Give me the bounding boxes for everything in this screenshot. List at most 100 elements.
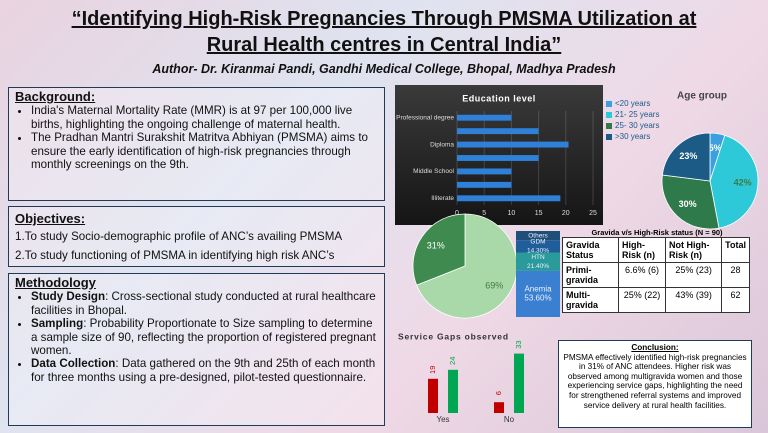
td: 6.6% (6) — [618, 262, 667, 288]
data-label: 69% — [485, 280, 503, 290]
th: Total — [721, 237, 750, 263]
segment-label: HTN — [531, 254, 545, 261]
data-label: 30% — [679, 199, 697, 209]
conclusion: Conclusion: PMSMA effectively identified… — [558, 340, 752, 428]
bullet: Sampling: Probability Proportionate to S… — [31, 317, 378, 357]
legend-swatch — [606, 101, 612, 107]
pie-slice — [661, 174, 720, 230]
y-tick-label: Professional degree — [396, 114, 454, 121]
th: Gravida Status — [562, 237, 620, 263]
bar — [457, 168, 512, 175]
legend-swatch — [606, 123, 612, 129]
data-label: 42% — [734, 177, 752, 187]
data-label: 5% — [709, 143, 722, 153]
objective: 2.To study functioning of PMSMA in ident… — [15, 248, 335, 262]
x-tick-label: 10 — [508, 210, 516, 217]
legend-swatch — [606, 112, 612, 118]
chart-title: Education level — [462, 93, 536, 103]
table: Gravida Status High-Risk (n) Not High-Risk… — [562, 237, 750, 313]
segment-label: Anemia — [524, 285, 552, 294]
data-label: 6 — [494, 391, 503, 395]
td: Primi-gravida — [562, 262, 620, 288]
objective: 1.To study Socio-demographic profile of … — [15, 230, 343, 244]
bar — [457, 141, 569, 148]
x-tick-label: 20 — [562, 210, 570, 217]
author: Author- Dr. Kiranmai Pandi, Gandhi Medic… — [152, 62, 616, 76]
bar — [457, 114, 512, 121]
segment-label: GDM — [530, 239, 545, 246]
y-tick-label: Diploma — [430, 141, 454, 148]
section-heading: Methodology — [15, 275, 96, 290]
td: 62 — [721, 287, 750, 313]
data-label: 23% — [679, 151, 697, 161]
title-line: “Identifying High-Risk Pregnancies Throu… — [71, 8, 697, 30]
bar — [457, 155, 539, 161]
td: 43% (39) — [665, 287, 723, 313]
methodology-section: Methodology Study Design: Cross-sectiona… — [8, 273, 385, 426]
background-section: Background: India's Maternal Mortality R… — [8, 87, 385, 201]
td: 25% (23) — [665, 262, 723, 288]
x-tick-label: No — [504, 415, 515, 424]
bar-segment — [516, 270, 560, 317]
bar — [428, 378, 438, 413]
service-gaps-chart: Service Gaps observed Yes 19 24 No 6 33 — [398, 331, 524, 424]
data-label: 19 — [428, 366, 437, 374]
bullet-label: Study Design — [31, 290, 106, 304]
bar — [494, 402, 504, 413]
x-tick-label: 0 — [455, 210, 459, 217]
poster-title: “Identifying High-Risk Pregnancies Throu… — [0, 6, 768, 58]
bullet-label: Sampling — [31, 317, 84, 331]
bar — [514, 353, 524, 413]
legend-label: >30 years — [615, 132, 650, 141]
pie-slice — [661, 132, 711, 182]
x-tick-label: 15 — [535, 210, 543, 217]
x-tick-label: 25 — [589, 210, 597, 217]
bar — [457, 195, 561, 202]
bullet-text: : Cross-sectional study conducted at rur… — [31, 290, 376, 317]
x-tick-label: 5 — [482, 210, 486, 217]
risk-pie: 69% 31% — [412, 213, 518, 319]
chart-title: Age group — [677, 91, 727, 102]
legend-swatch — [606, 134, 612, 140]
bar — [457, 128, 539, 135]
gravida-table: Gravida v/s High-Risk status (N = 90) Gr… — [562, 228, 752, 340]
pie-slice — [412, 213, 466, 286]
title-line: Rural Health centres in Central India” — [206, 34, 562, 56]
bullet-text: : Probability Proportionate to Size samp… — [31, 317, 376, 358]
bar-segment — [516, 252, 560, 271]
conclusion-heading: Conclusion: — [631, 343, 679, 352]
data-label: 21.40% — [527, 263, 549, 270]
td: 25% (22) — [618, 287, 667, 313]
bar — [457, 181, 512, 188]
bar-segment — [516, 231, 560, 241]
legend-label: 21- 25 years — [615, 110, 659, 119]
table-caption: Gravida v/s High-Risk status (N = 90) — [591, 228, 723, 237]
td: 28 — [721, 262, 750, 288]
bullet-text: : Data gathered on the 9th and 25th of e… — [31, 357, 376, 384]
bar — [448, 369, 458, 413]
y-tick-label: Middle School — [413, 168, 454, 175]
pie-slice — [416, 213, 518, 319]
chart-title: Service Gaps observed — [398, 331, 509, 341]
data-label: 31% — [427, 240, 445, 250]
conclusion-text: PMSMA effectively identified high-risk p… — [563, 352, 747, 410]
th: High-Risk (n) — [618, 237, 667, 263]
bullet: Study Design: Cross-sectional study cond… — [31, 290, 378, 317]
section-heading: Objectives: — [15, 211, 86, 226]
bullet-label: Data Collection — [31, 357, 116, 371]
data-label: 14.30% — [527, 248, 549, 255]
data-label: 53.60% — [524, 294, 551, 303]
legend-label: 25- 30 years — [615, 121, 659, 130]
bullet: Data Collection: Data gathered on the 9t… — [31, 357, 378, 384]
legend-label: <20 years — [615, 99, 650, 108]
data-label: 33 — [514, 340, 523, 348]
section-heading: Background: — [15, 89, 96, 104]
age-chart: Age group <20 years 21- 25 years 25- 30 yea… — [606, 91, 759, 230]
bullet: The Pradhan Mantri Surakshit Matritva Ab… — [31, 131, 378, 171]
x-tick-label: Yes — [436, 415, 449, 424]
th: Not High-Risk (n) — [665, 237, 723, 263]
y-tick-label: Illiterate — [431, 195, 454, 202]
bullet: India's Maternal Mortality Rate (MMR) is… — [31, 104, 378, 131]
